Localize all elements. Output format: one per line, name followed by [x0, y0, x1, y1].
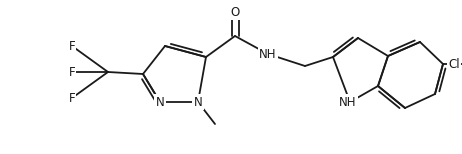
Text: F: F: [69, 91, 75, 105]
Text: F: F: [69, 65, 75, 79]
Text: O: O: [231, 6, 240, 18]
Text: F: F: [69, 39, 75, 53]
Text: Cl: Cl: [449, 57, 460, 71]
Text: N: N: [194, 95, 202, 109]
Text: N: N: [156, 95, 164, 109]
Text: NH: NH: [339, 95, 357, 109]
Text: NH: NH: [259, 47, 277, 61]
